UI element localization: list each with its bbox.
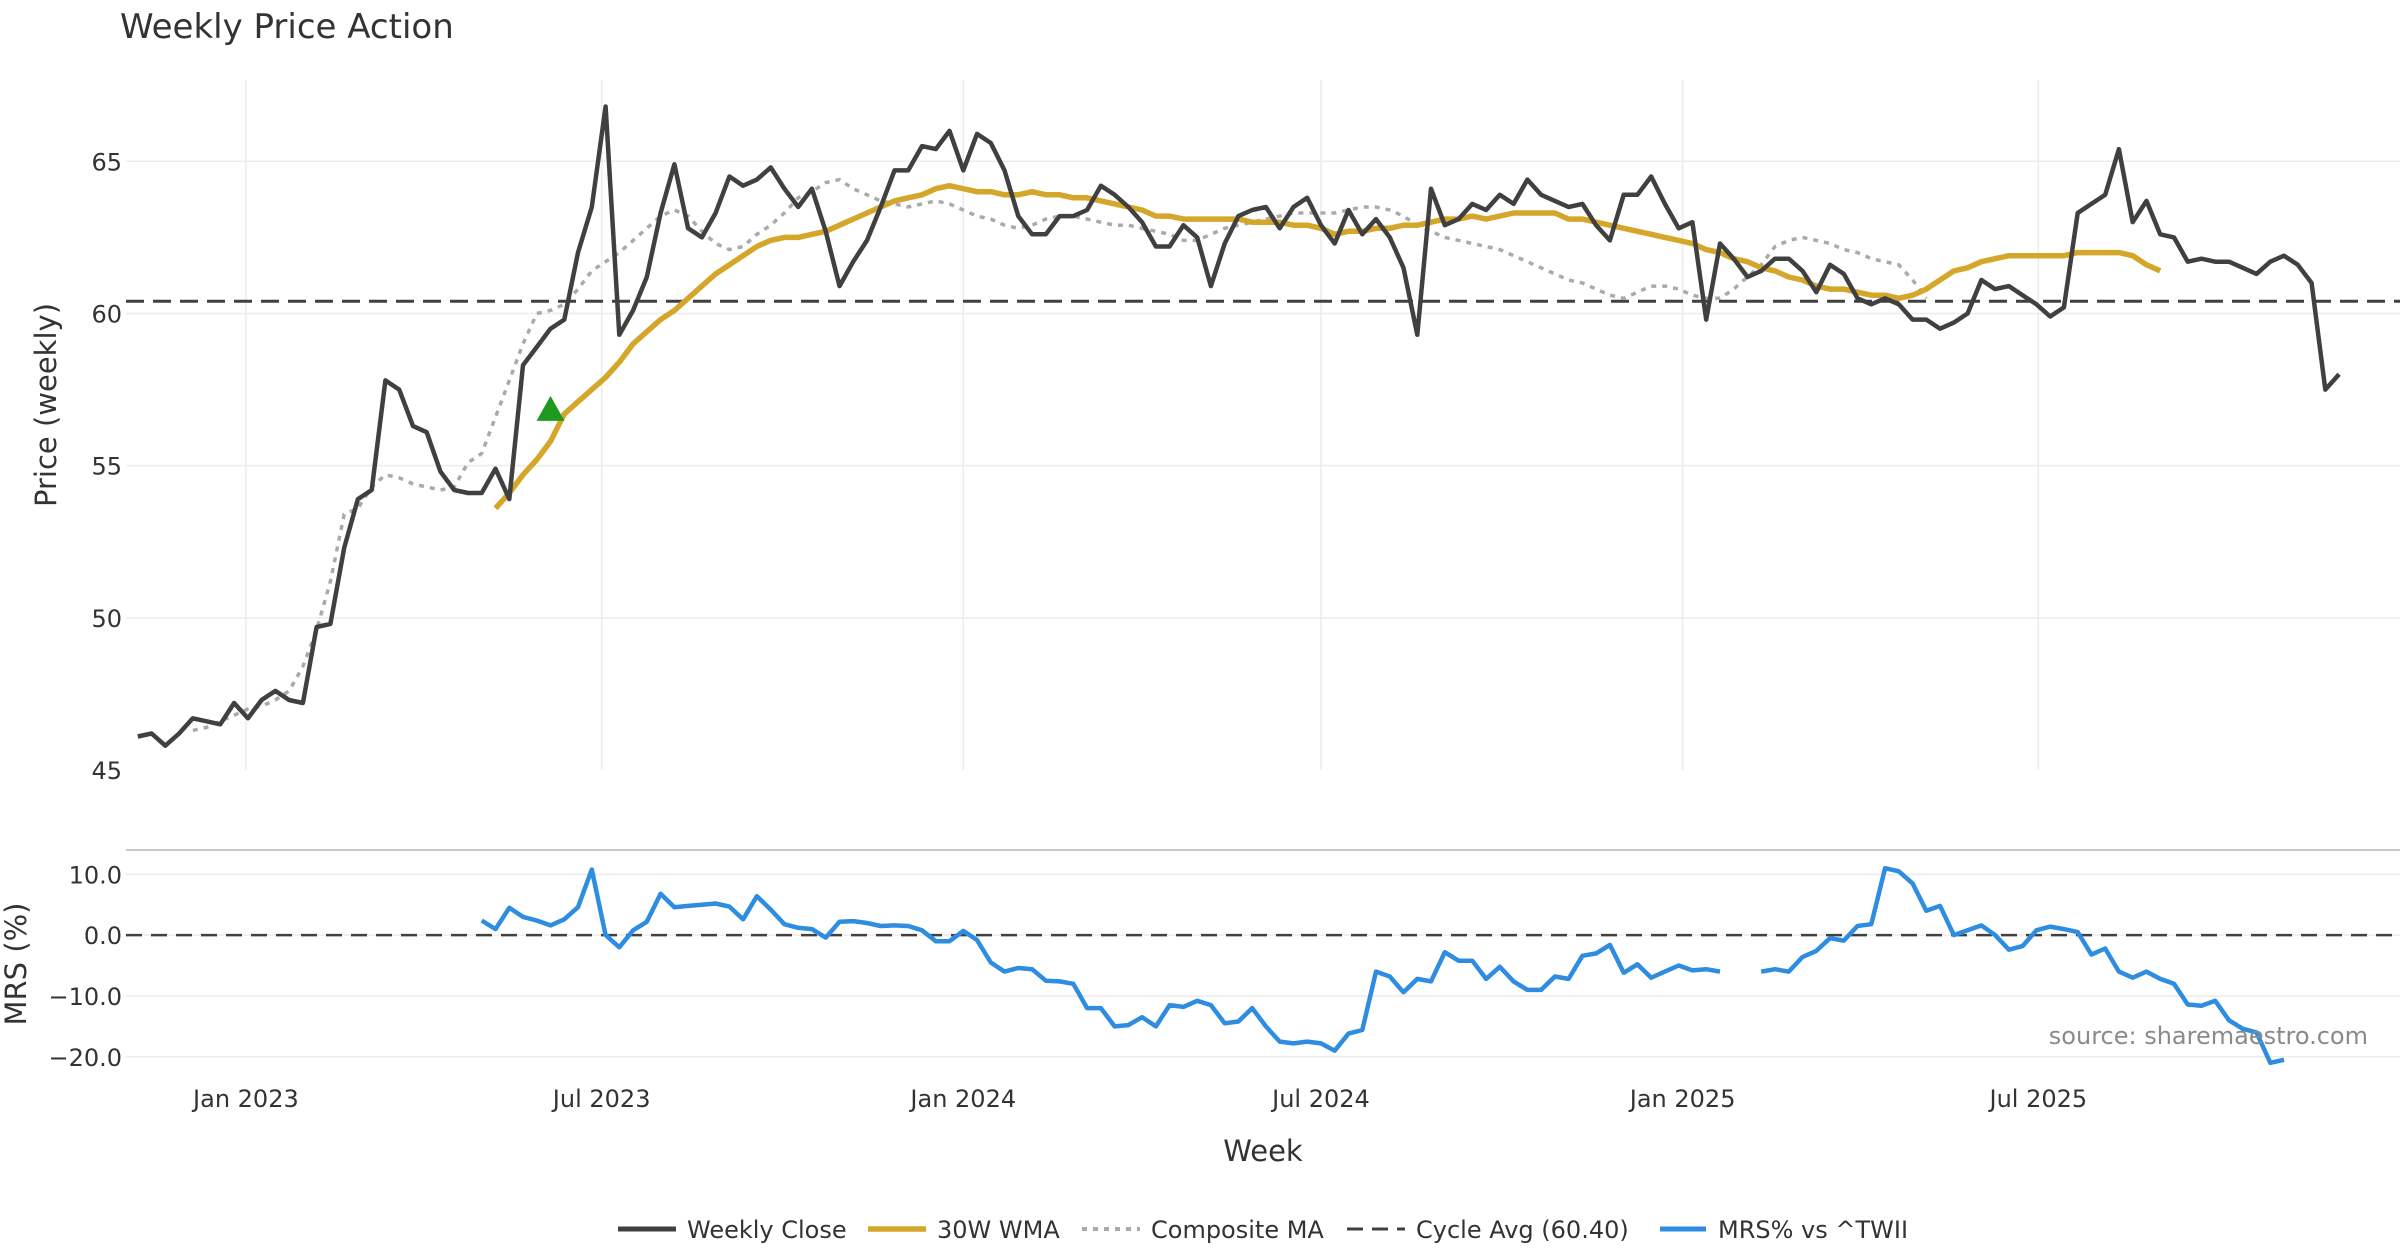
- price-y-axis-title: Price (weekly): [29, 303, 63, 507]
- source-note: source: sharemaestro.com: [2049, 1022, 2368, 1050]
- price-y-tick-label: 55: [91, 453, 122, 481]
- legend-item-weekly-close: Weekly Close: [618, 1216, 847, 1244]
- x-tick-label: Jan 2024: [908, 1085, 1016, 1113]
- mrs-y-tick-label: 0.0: [84, 922, 122, 950]
- chart-title: Weekly Price Action: [120, 7, 454, 47]
- mrs-panel: 10.0 0.0 −10.0 −20.0 MRS (%) source: sharem…: [0, 849, 2400, 1072]
- price-y-ticks: 45 50 55 60 65: [91, 148, 122, 785]
- svg-text:Weekly Close: Weekly Close: [687, 1216, 847, 1244]
- mrs-y-tick-label: 10.0: [69, 861, 122, 889]
- composite-ma-line: [192, 177, 1928, 733]
- buy-signal-marker: [536, 395, 565, 421]
- x-axis-title: Week: [1223, 1134, 1303, 1168]
- legend-item-30w-wma: 30W WMA: [868, 1216, 1060, 1244]
- weekly-close-line: [137, 104, 2341, 748]
- mrs-line-segment: [480, 867, 1721, 1053]
- legend-item-composite-ma: Composite MA: [1082, 1216, 1324, 1244]
- price-y-tick-label: 50: [91, 605, 122, 633]
- price-y-tick-label: 60: [91, 300, 122, 328]
- x-axis-ticks: Jan 2023 Jul 2023 Jan 2024 Jul 2024 Jan 2025…: [191, 1085, 2087, 1113]
- mrs-line-segment: [1760, 865, 2285, 1066]
- legend-item-mrs: MRS% vs ^TWII: [1660, 1216, 1908, 1244]
- mrs-y-axis-title: MRS (%): [0, 903, 33, 1026]
- x-tick-label: Jul 2023: [551, 1085, 651, 1113]
- price-x-grid: [245, 80, 2040, 770]
- x-tick-label: Jul 2025: [1988, 1085, 2088, 1113]
- x-tick-label: Jan 2025: [1628, 1085, 1736, 1113]
- legend-item-cycle-avg: Cycle Avg (60.40): [1347, 1216, 1629, 1244]
- mrs-y-tick-label: −20.0: [48, 1044, 122, 1072]
- svg-text:Composite MA: Composite MA: [1151, 1216, 1324, 1244]
- legend: Weekly Close 30W WMA Composite MA Cycle …: [618, 1216, 1908, 1244]
- svg-text:MRS% vs ^TWII: MRS% vs ^TWII: [1718, 1216, 1908, 1244]
- x-tick-label: Jul 2024: [1270, 1085, 1370, 1113]
- mrs-y-ticks: 10.0 0.0 −10.0 −20.0: [48, 861, 122, 1071]
- price-y-tick-label: 65: [91, 148, 122, 176]
- price-y-tick-label: 45: [91, 757, 122, 785]
- svg-text:30W WMA: 30W WMA: [937, 1216, 1060, 1244]
- price-panel: 45 50 55 60 65 Price (weekly): [29, 80, 2400, 785]
- svg-text:Cycle Avg (60.40): Cycle Avg (60.40): [1416, 1216, 1629, 1244]
- mrs-y-tick-label: −10.0: [48, 983, 122, 1011]
- price-y-grid: [126, 160, 2400, 619]
- x-tick-label: Jan 2023: [191, 1085, 299, 1113]
